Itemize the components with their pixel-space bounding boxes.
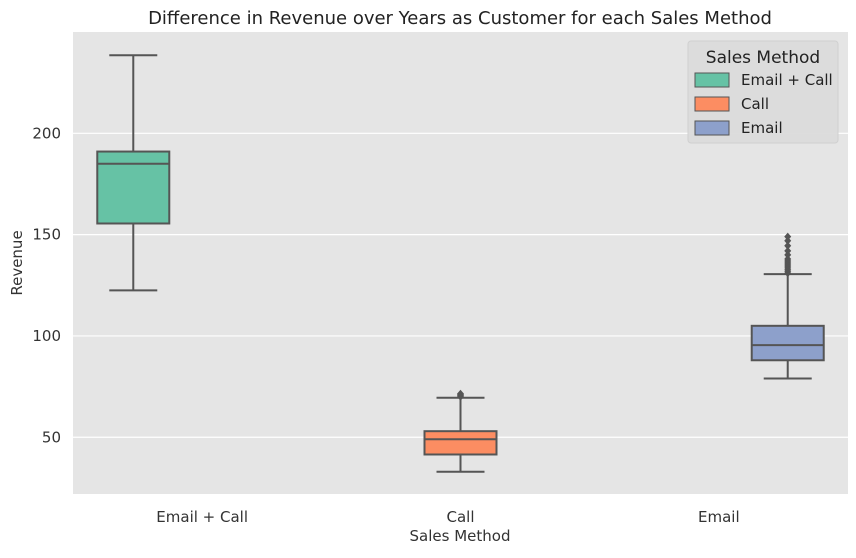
- legend-swatch: [694, 96, 730, 112]
- x-tick-label: Email: [698, 508, 740, 526]
- x-tick-label: Call: [446, 508, 474, 526]
- legend-swatch: [694, 120, 730, 136]
- x-tick-labels: Email + Call Call Email: [156, 508, 739, 526]
- legend: Sales Method Email + Call Call Email: [687, 40, 839, 144]
- grid-lines: [73, 132, 848, 438]
- box-iqr: [96, 150, 171, 225]
- legend-box: [687, 40, 839, 144]
- x-axis-label: Sales Method: [410, 527, 511, 545]
- y-tick-label: 150: [32, 226, 61, 244]
- legend-swatch: [694, 72, 730, 88]
- box-plots: [96, 54, 825, 473]
- box-iqr: [750, 324, 825, 362]
- outlier-point: [784, 232, 792, 241]
- outlier-point: [784, 246, 792, 255]
- box-iqr: [423, 430, 498, 456]
- chart-title: Difference in Revenue over Years as Cust…: [148, 8, 772, 29]
- box-email: [750, 232, 825, 380]
- legend-label: Email: [741, 119, 783, 137]
- legend-entries: Email + Call Call Email: [694, 71, 833, 137]
- legend-title: Sales Method: [706, 48, 820, 68]
- box-call: [423, 389, 498, 473]
- outlier-point: [784, 241, 792, 250]
- x-tick-label: Email + Call: [156, 508, 248, 526]
- outlier-point: [457, 389, 464, 398]
- y-tick-label: 200: [32, 124, 61, 142]
- outlier-point: [784, 236, 792, 245]
- y-tick-label: 100: [32, 327, 61, 345]
- y-axis-label: Revenue: [8, 230, 26, 295]
- outlier-point: [784, 254, 792, 263]
- box-email-call: [96, 54, 171, 292]
- outlier-point: [784, 250, 792, 259]
- legend-label: Email + Call: [741, 71, 833, 89]
- y-tick-labels: 50 100 150 200: [32, 124, 61, 446]
- y-tick-label: 50: [42, 428, 61, 446]
- legend-label: Call: [741, 95, 769, 113]
